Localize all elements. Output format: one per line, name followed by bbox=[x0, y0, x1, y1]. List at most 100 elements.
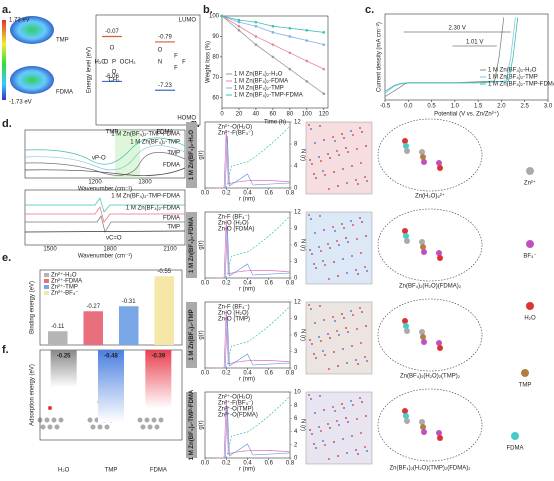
md-atom bbox=[356, 238, 358, 240]
legend-label: 1 M Zn(BF₄)₂-FDMA bbox=[234, 79, 288, 85]
value-label: -0.27 bbox=[86, 304, 100, 310]
md-atom bbox=[314, 232, 316, 234]
legend-label: Zn²⁺-O(TMP) bbox=[218, 406, 254, 413]
species-icon bbox=[526, 302, 534, 310]
ftir-bot-frame bbox=[24, 189, 186, 246]
species-icon bbox=[521, 369, 529, 377]
md-atom bbox=[350, 400, 352, 402]
md-atom bbox=[329, 427, 331, 429]
y2-tick-label: 0 bbox=[294, 456, 298, 462]
md-atom bbox=[366, 360, 368, 362]
md-atom bbox=[345, 147, 347, 149]
x-axis-label: r (nm) bbox=[239, 377, 255, 383]
legend-label: 1 M Zn(BF₄)₂-TMP bbox=[234, 86, 284, 92]
y2-tick-label: 3 bbox=[294, 349, 298, 355]
atom-label: F bbox=[174, 66, 178, 72]
md-atom bbox=[346, 452, 348, 454]
legend-label: Zn-F (BF₄⁻) bbox=[218, 305, 250, 311]
point bbox=[254, 35, 258, 38]
cluster-atom bbox=[436, 340, 442, 346]
md-atom bbox=[310, 128, 312, 130]
x-tick-label: 100 bbox=[302, 112, 313, 118]
md-atom bbox=[364, 266, 366, 268]
md-atom bbox=[341, 313, 343, 315]
md-snapshot bbox=[305, 301, 373, 375]
point bbox=[254, 43, 258, 46]
legend-label: Zn²⁺-O(H₂O) bbox=[218, 394, 252, 401]
md-atom bbox=[308, 304, 310, 306]
md-atom bbox=[327, 423, 329, 425]
md-atom bbox=[346, 362, 348, 364]
plot-frame bbox=[39, 269, 183, 346]
md-atom bbox=[320, 250, 322, 252]
md-atom bbox=[333, 351, 335, 353]
label: FDMA bbox=[157, 130, 174, 136]
md-atom bbox=[328, 368, 330, 370]
point bbox=[288, 67, 292, 71]
md-atom bbox=[334, 410, 336, 412]
curve bbox=[24, 145, 186, 171]
x-tick-label: 0.2 bbox=[222, 371, 231, 377]
legend-label: Zn-F (BF₄⁻) bbox=[218, 215, 250, 221]
cluster-atom bbox=[419, 239, 425, 245]
md-atom bbox=[334, 230, 336, 232]
x-axis-label: Time (h) bbox=[264, 120, 286, 126]
md-atom bbox=[357, 273, 359, 275]
bar bbox=[145, 350, 172, 409]
cluster-atom bbox=[437, 255, 443, 261]
curve bbox=[24, 167, 186, 176]
cluster-atom bbox=[402, 408, 408, 414]
legend-label: Zn²⁺-BF₄⁻ bbox=[51, 290, 78, 297]
md-atom bbox=[355, 179, 357, 181]
bar bbox=[47, 331, 68, 345]
cumulative-curve bbox=[225, 125, 291, 189]
side-label: 1 M Zn(BF₄)₂-TMP-FDMA bbox=[189, 389, 195, 460]
x-tick-label: 0.0 bbox=[201, 461, 210, 467]
rdf-curve bbox=[220, 225, 291, 279]
md-atom bbox=[336, 330, 338, 332]
x-tick-label: 60 bbox=[270, 112, 277, 118]
y-axis-label: g(r) bbox=[199, 330, 205, 339]
atom-label: P bbox=[112, 60, 116, 66]
md-atom bbox=[311, 163, 313, 165]
rdf-curve bbox=[220, 135, 291, 189]
md-atom bbox=[319, 215, 321, 217]
x-tick-label: 0.8 bbox=[286, 281, 295, 287]
md-atom bbox=[343, 137, 345, 139]
label: -1.73 eV bbox=[9, 100, 32, 106]
y-tick-label: 60 bbox=[212, 95, 219, 101]
label: FDMA bbox=[56, 90, 73, 96]
md-atom bbox=[318, 246, 320, 248]
ftir-top-frame bbox=[24, 129, 186, 179]
md-atom bbox=[322, 260, 324, 262]
y2-tick-label: 10 bbox=[294, 390, 301, 396]
bar bbox=[118, 306, 139, 345]
y2-tick-label: 6 bbox=[294, 416, 298, 422]
point bbox=[322, 92, 326, 95]
x-tick-label: 0.6 bbox=[265, 461, 274, 467]
md-atom bbox=[308, 394, 310, 396]
y-axis-label: Current density (mA cm⁻²) bbox=[377, 22, 383, 92]
x-tick-label: 0.2 bbox=[222, 191, 231, 197]
md-atom bbox=[329, 337, 331, 339]
point bbox=[271, 55, 275, 59]
species-icon bbox=[526, 167, 534, 175]
md-atom bbox=[318, 426, 320, 428]
point bbox=[288, 51, 292, 55]
md-atom bbox=[332, 136, 334, 138]
label: TMP bbox=[106, 130, 119, 136]
label: FDMA bbox=[163, 216, 180, 222]
cluster-atom bbox=[436, 430, 442, 436]
md-atom bbox=[337, 275, 339, 277]
structure-label: Zn(BF₄)₂(H₂O)(FDMA)₂ bbox=[399, 284, 462, 290]
md-atom bbox=[345, 327, 347, 329]
y2-axis-label: N (r) bbox=[299, 329, 305, 341]
y-tick-label: 90 bbox=[212, 34, 219, 40]
x-tick-label: 0.5 bbox=[427, 104, 436, 110]
md-atom bbox=[309, 429, 311, 431]
md-atom bbox=[323, 139, 325, 141]
plot-frame bbox=[221, 15, 329, 109]
side-band bbox=[186, 122, 197, 188]
md-atom bbox=[311, 433, 313, 435]
y2-axis-label: N (r) bbox=[299, 419, 305, 431]
